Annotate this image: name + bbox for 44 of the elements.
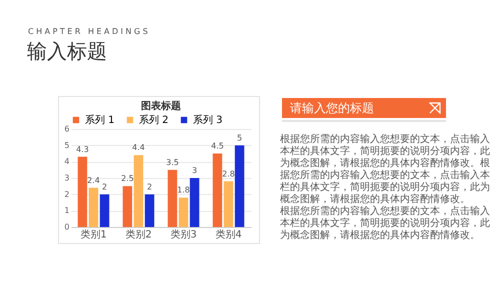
data-label: 4.5 <box>211 142 224 150</box>
data-label: 4.3 <box>76 144 89 154</box>
bar <box>168 170 178 227</box>
text: 根据您所需的内容输入您想要的文本，点击输入本栏的具体文字，简明扼要的说明分项内容，此为概念图解，请根据您的具体内容酌情修改。根据您所需的内容输入您想要的文本，点击输入本栏的具体文字，简明扼要的说明分项内容，此为概念图解，请根据您的具体内容酌情修改。 <box>280 134 491 206</box>
legend-label: 系列 2 <box>139 114 169 126</box>
x-tick-label: 类别1 <box>80 228 107 240</box>
bar <box>234 145 244 227</box>
data-label: 2 <box>147 182 152 192</box>
y-tick-label: 2 <box>64 190 70 199</box>
data-label: 5 <box>237 133 242 142</box>
data-label: 2.5 <box>121 174 134 184</box>
y-tick-label: 1 <box>64 206 70 216</box>
bar <box>122 186 132 227</box>
data-label: 2.4 <box>87 176 100 185</box>
text: CHAPTER HEADINGS <box>28 27 150 36</box>
y-tick-label: 3 <box>64 174 70 182</box>
x-tick-label: 类别2 <box>125 228 152 240</box>
bar <box>134 155 144 227</box>
text: 输入标题 <box>27 38 107 65</box>
bar <box>88 188 98 227</box>
x-tick-label: 类别4 <box>215 228 242 240</box>
bar <box>224 181 234 227</box>
bar <box>144 194 154 227</box>
bar <box>190 178 200 227</box>
y-tick-label: 6 <box>64 124 70 134</box>
chart-title: 图表标题 <box>141 100 181 112</box>
data-label: 1.8 <box>177 186 190 195</box>
legend-label: 系列 3 <box>193 114 223 126</box>
data-label: 3 <box>192 166 198 175</box>
bar <box>100 194 110 227</box>
data-label: 2.8 <box>222 169 235 178</box>
data-label: 4.4 <box>132 143 145 152</box>
x-tick-label: 类别3 <box>170 228 197 240</box>
bar <box>178 198 188 227</box>
text: 根据您所需的内容输入您想要的文本，点击输入本栏的具体文字，简明扼要的说明分项内容，此为概念图解，请根据您的具体内容酌情修改。 <box>280 206 491 242</box>
bar <box>78 156 88 227</box>
y-tick-label: 5 <box>64 140 70 150</box>
data-label: 3.5 <box>166 158 179 167</box>
heading-banner: 请输入您的标题 <box>282 98 446 118</box>
legend-label: 系列 1 <box>85 114 115 126</box>
data-label: 2 <box>102 182 108 192</box>
bar <box>212 154 222 227</box>
y-tick-label: 4 <box>64 157 70 166</box>
y-tick-label: 0 <box>64 222 70 232</box>
